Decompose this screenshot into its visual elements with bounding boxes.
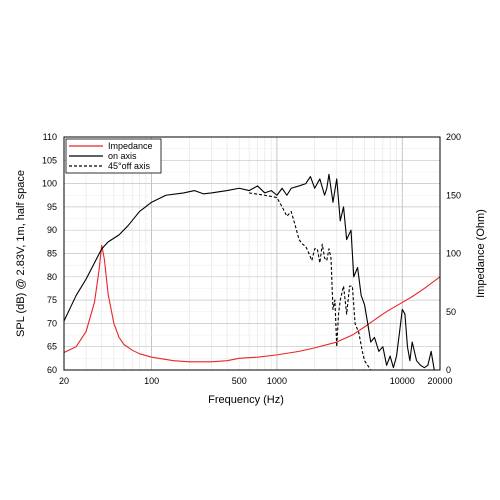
series-layer	[63, 173, 441, 371]
y-right-tick-label: 150	[446, 190, 461, 200]
x-tick-label: 10000	[390, 376, 415, 386]
legend-label-on-axis: on axis	[108, 151, 137, 161]
y-left-tick-label: 60	[47, 365, 57, 375]
y-axis-right-label: Impedance (Ohm)	[475, 209, 487, 298]
y-left-tick-label: 100	[42, 179, 57, 189]
y-right-tick-label: 100	[446, 249, 461, 259]
x-axis-label: Frequency (Hz)	[208, 394, 284, 406]
y-left-tick-label: 70	[47, 318, 57, 328]
x-tick-label: 1000	[267, 376, 287, 386]
legend: Impedance on axis 45°off axis	[65, 138, 162, 174]
x-tick-label: 20000	[427, 376, 452, 386]
y-left-tick-label: 65	[47, 342, 57, 352]
series-line-on-axis	[63, 173, 435, 371]
x-tick-label: 100	[144, 376, 159, 386]
y-left-tick-label: 75	[47, 295, 57, 305]
y-left-tick-label: 80	[47, 272, 57, 282]
legend-label-impedance: Impedance	[108, 141, 153, 151]
y-left-tick-label: 105	[42, 155, 57, 165]
y-right-tick-label: 0	[446, 365, 451, 375]
y-axis-left-label: SPL (dB) @ 2.83V, 1m, half space	[15, 170, 27, 337]
series-line-impedance	[63, 244, 441, 363]
y-left-tick-label: 85	[47, 249, 57, 259]
x-tick-label: 20	[59, 376, 69, 386]
legend-label-45-off-axis: 45°off axis	[108, 161, 150, 171]
y-right-tick-label: 50	[446, 307, 456, 317]
series-line-45-off-axis	[249, 192, 372, 371]
y-right-tick-label: 200	[446, 132, 461, 142]
tick-labels: 20 100 500 1000 10000 20000606570758085909510…	[42, 132, 461, 386]
x-tick-label: 500	[232, 376, 247, 386]
y-left-tick-label: 110	[43, 132, 57, 142]
plot-frame	[63, 136, 441, 371]
grid	[63, 137, 441, 370]
y-left-tick-label: 90	[47, 225, 57, 235]
y-left-tick-label: 95	[47, 202, 57, 212]
